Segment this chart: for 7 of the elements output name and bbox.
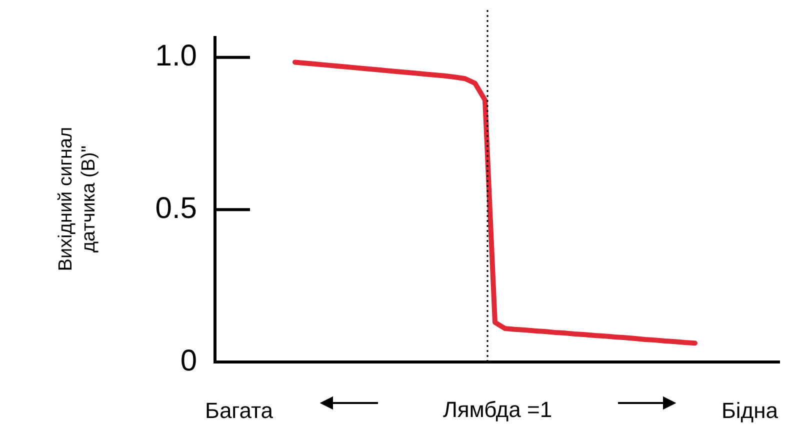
- text: Багата: [205, 398, 274, 424]
- y-axis-title: Вихідний сигнал датчика (В)": [56, 126, 100, 272]
- y-tick-label: 0: [180, 344, 197, 378]
- text: Бідна: [721, 398, 779, 424]
- y-tick-label: 1.0: [155, 40, 197, 73]
- x-axis-title: Лямбда =1: [442, 396, 552, 422]
- y-tick-label: 0.5: [155, 192, 197, 225]
